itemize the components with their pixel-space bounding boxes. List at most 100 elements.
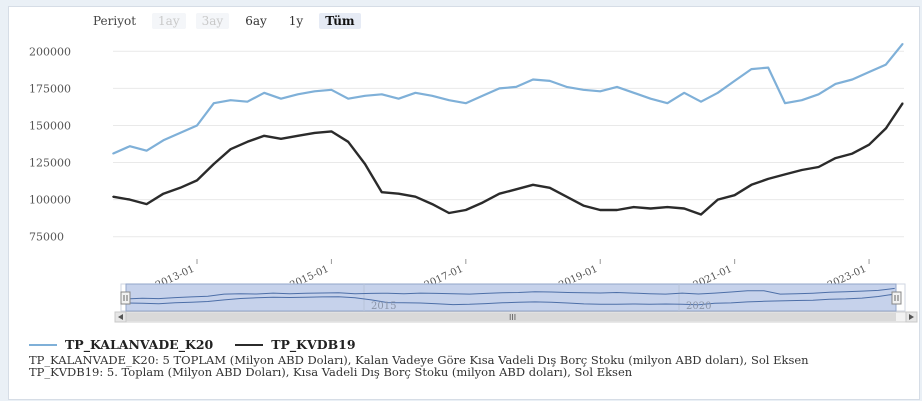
data-point-series1 <box>431 95 434 97</box>
data-point-series1 <box>901 43 904 45</box>
data-point-series1 <box>112 152 114 155</box>
data-point-series1 <box>834 83 837 85</box>
legend-item-series2[interactable]: TP_KVDB19 <box>235 337 356 352</box>
data-point-series2 <box>616 209 618 211</box>
data-point-series2 <box>750 184 753 186</box>
data-point-series1 <box>851 78 854 81</box>
data-point-series2 <box>767 178 769 180</box>
data-point-series2 <box>263 135 265 137</box>
data-point-series1 <box>196 124 198 127</box>
data-point-series1 <box>498 87 501 90</box>
data-point-series1 <box>666 102 669 104</box>
scroll-left-arrow[interactable] <box>114 311 127 323</box>
data-point-series2 <box>784 173 786 176</box>
data-point-series1 <box>649 97 652 100</box>
note-series2: TP_KVDB19: 5. Toplam (Milyon ABD Doları)… <box>29 365 633 379</box>
data-point-series1 <box>700 100 702 103</box>
scroll-thumb-grip: III <box>509 313 516 322</box>
data-point-series1 <box>280 97 282 100</box>
data-point-series2 <box>700 213 702 216</box>
chart-panel: Periyot 1ay 3ay 6ay 1y Tüm 75000 100000 12… <box>8 6 920 400</box>
y-tick-label: 75000 <box>29 231 64 244</box>
series-notes: TP_KALANVADE_K20: 5 TOPLAM (Milyon ABD D… <box>29 354 889 378</box>
data-point-series2 <box>582 204 585 207</box>
range-button-1y[interactable]: 1y <box>288 14 304 28</box>
data-point-series1 <box>414 92 417 94</box>
range-button-1ay[interactable]: 1ay <box>152 13 186 29</box>
data-point-series1 <box>885 63 887 66</box>
data-point-series2 <box>901 102 904 104</box>
data-point-series1 <box>565 86 568 88</box>
data-point-series2 <box>801 169 803 171</box>
data-point-series1 <box>515 86 517 88</box>
data-point-series1 <box>717 92 719 94</box>
data-point-series2 <box>565 195 568 198</box>
data-point-series1 <box>465 102 467 104</box>
legend-swatch-series1 <box>29 343 57 346</box>
data-point-series1 <box>263 92 265 94</box>
navigator-series-1 <box>125 287 895 300</box>
data-point-series1 <box>801 99 803 101</box>
data-point-series2 <box>330 130 333 133</box>
legend-label-series2: TP_KVDB19 <box>271 337 356 352</box>
data-point-series2 <box>868 143 870 146</box>
navigator-label-2020: 2020 <box>686 301 711 312</box>
data-point-series1 <box>297 93 299 96</box>
data-point-series1 <box>381 93 383 96</box>
data-point-series2 <box>834 157 837 159</box>
data-point-series2 <box>347 141 350 143</box>
data-point-series2 <box>683 207 685 210</box>
data-point-series2 <box>414 195 417 198</box>
data-point-series1 <box>616 86 618 88</box>
data-point-series1 <box>549 80 551 82</box>
series-line-2 <box>112 102 904 216</box>
scrollbar[interactable]: III <box>114 311 918 323</box>
y-tick-label: 175000 <box>29 82 71 95</box>
legend: TP_KALANVADE_K20 TP_KVDB19 <box>29 337 356 352</box>
data-point-series1 <box>213 102 215 104</box>
legend-item-series1[interactable]: TP_KALANVADE_K20 <box>29 337 213 352</box>
data-point-series1 <box>784 102 786 104</box>
navigator-right-handle[interactable] <box>891 291 902 305</box>
navigator-left-handle[interactable] <box>120 291 131 305</box>
data-point-series1 <box>347 97 350 100</box>
range-button-3ay[interactable]: 3ay <box>195 13 230 29</box>
navigator-series-2 <box>125 293 895 306</box>
data-point-series1 <box>599 90 601 93</box>
data-point-series1 <box>313 90 316 93</box>
data-point-series2 <box>498 192 501 195</box>
data-point-series1 <box>532 78 534 81</box>
data-point-series2 <box>431 203 434 205</box>
data-point-series1 <box>179 132 181 134</box>
y-tick-label: 125000 <box>29 157 71 170</box>
data-point-series1 <box>767 66 769 69</box>
range-button-6ay[interactable]: 6ay <box>245 14 267 28</box>
data-point-series1 <box>582 89 585 91</box>
scroll-right-arrow[interactable] <box>905 311 918 323</box>
data-point-series2 <box>297 135 299 137</box>
data-point-series1 <box>750 68 753 70</box>
series-line-1 <box>112 43 904 155</box>
data-point-series2 <box>633 206 635 208</box>
y-tick-label: 200000 <box>29 45 71 58</box>
data-point-series2 <box>817 166 820 168</box>
legend-label-series1: TP_KALANVADE_K20 <box>65 337 214 352</box>
data-point-series2 <box>448 212 450 214</box>
y-tick-label: 150000 <box>29 119 71 132</box>
range-button-tum[interactable]: Tüm <box>319 13 361 29</box>
data-point-series2 <box>481 201 484 204</box>
period-selector: Periyot 1ay 3ay 6ay 1y Tüm <box>93 12 361 30</box>
data-point-series2 <box>515 188 517 191</box>
data-point-series2 <box>246 141 249 143</box>
data-point-series1 <box>330 89 333 91</box>
data-point-series1 <box>683 92 685 94</box>
navigator[interactable]: 2015 2020 <box>120 283 906 312</box>
data-point-series2 <box>145 203 148 205</box>
data-point-series1 <box>868 71 870 73</box>
data-point-series2 <box>717 198 719 201</box>
data-point-series2 <box>649 207 652 210</box>
data-point-series2 <box>280 138 282 140</box>
data-point-series2 <box>179 187 181 189</box>
data-point-series2 <box>599 209 601 211</box>
